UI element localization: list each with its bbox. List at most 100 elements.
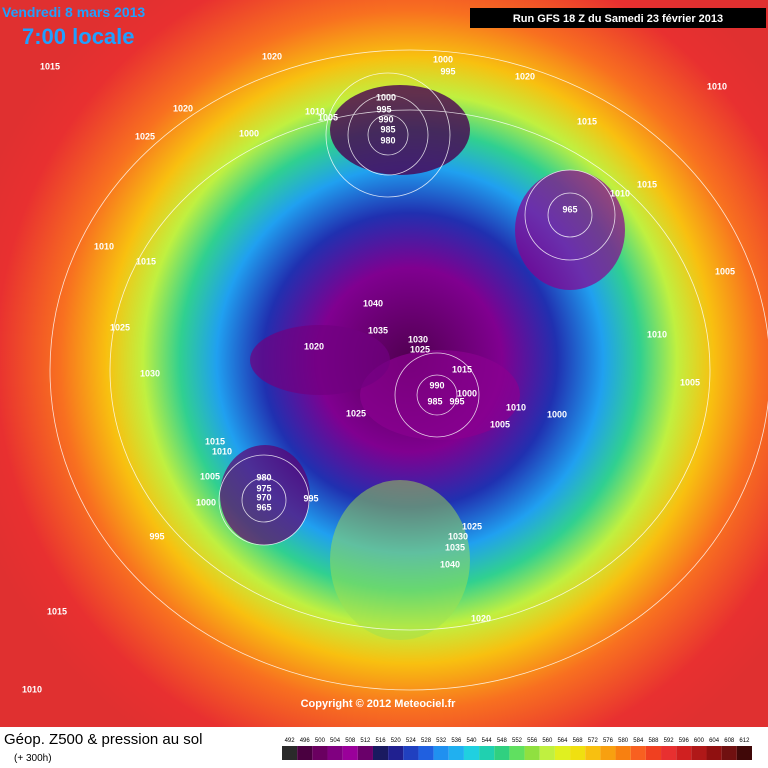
isobar-label: 1000 bbox=[547, 409, 567, 419]
legend-swatch bbox=[600, 746, 616, 760]
legend-swatch bbox=[721, 746, 737, 760]
isobar-label: 995 bbox=[149, 531, 164, 541]
legend-label: 496 bbox=[300, 738, 311, 744]
run-info: Run GFS 18 Z du Samedi 23 février 2013 bbox=[513, 13, 723, 25]
legend-swatch bbox=[372, 746, 389, 760]
isobar-label: 1010 bbox=[94, 241, 114, 251]
isobar-label: 1015 bbox=[47, 606, 67, 616]
isobar-label: 1040 bbox=[363, 298, 383, 308]
legend-label: 536 bbox=[451, 738, 462, 744]
isobar-label: 965 bbox=[562, 204, 577, 214]
isobar-label: 1000 bbox=[457, 388, 477, 398]
isobar-label: 1015 bbox=[136, 256, 156, 266]
legend-swatch bbox=[509, 746, 525, 760]
isobar-label: 1035 bbox=[368, 325, 388, 335]
isobar-label: 970 bbox=[256, 492, 271, 502]
isobar-label: 995 bbox=[440, 66, 455, 76]
legend-label: 588 bbox=[648, 738, 659, 744]
ridge-area bbox=[330, 480, 470, 640]
isobar-label: 985 bbox=[427, 396, 442, 406]
isobar-label: 1010 bbox=[647, 329, 667, 339]
isobar-label: 1015 bbox=[452, 364, 472, 374]
isobar-label: 1020 bbox=[173, 103, 193, 113]
legend-label: 600 bbox=[694, 738, 705, 744]
legend-swatch bbox=[585, 746, 601, 760]
isobar-label: 1025 bbox=[135, 131, 155, 141]
legend-swatch bbox=[615, 746, 631, 760]
legend-swatch bbox=[342, 746, 358, 760]
legend-label: 540 bbox=[467, 738, 478, 744]
legend-swatch bbox=[463, 746, 480, 760]
legend-swatch bbox=[297, 746, 313, 760]
isobar-label: 1005 bbox=[680, 377, 700, 387]
isobar-label: 1000 bbox=[239, 128, 259, 138]
low-area bbox=[330, 85, 470, 175]
isobar-label: 1015 bbox=[40, 61, 60, 71]
legend-label: 572 bbox=[588, 738, 599, 744]
legend-label: 568 bbox=[573, 738, 584, 744]
legend-swatch bbox=[676, 746, 692, 760]
isobar-label: 995 bbox=[303, 493, 318, 503]
legend-label: 512 bbox=[360, 738, 371, 744]
legend-label: 548 bbox=[497, 738, 508, 744]
isobar-label: 1005 bbox=[715, 266, 735, 276]
legend-label: 576 bbox=[603, 738, 614, 744]
isobars bbox=[49, 49, 768, 691]
legend-label: 612 bbox=[739, 738, 750, 744]
isobar-label: 1000 bbox=[196, 497, 216, 507]
isobar-label: 980 bbox=[380, 135, 395, 145]
legend-label: 552 bbox=[512, 738, 523, 744]
time: 7:00 locale bbox=[22, 24, 135, 49]
isobar-label: 985 bbox=[380, 124, 395, 134]
legend-label: 596 bbox=[679, 738, 690, 744]
legend-label: 584 bbox=[633, 738, 644, 744]
isobar-label: 965 bbox=[256, 502, 271, 512]
isobar-label: 1010 bbox=[707, 81, 727, 91]
isobar-label: 1025 bbox=[462, 521, 482, 531]
legend-label: 604 bbox=[709, 738, 720, 744]
legend-label: 520 bbox=[391, 738, 402, 744]
isobar-label: 1030 bbox=[140, 368, 160, 378]
legend-swatch bbox=[312, 746, 328, 760]
isobar-label: 995 bbox=[449, 396, 464, 406]
isobar-label: 1040 bbox=[440, 559, 460, 569]
isobar-label: 1005 bbox=[490, 419, 510, 429]
low-area bbox=[360, 350, 520, 440]
legend-swatch bbox=[539, 746, 555, 760]
isobar-label: 1010 bbox=[212, 446, 232, 456]
legend-label: 544 bbox=[482, 738, 493, 744]
isobar-label: 1025 bbox=[346, 408, 366, 418]
isobar-label: 1015 bbox=[205, 436, 225, 446]
footer-title: Géop. Z500 & pression au sol bbox=[4, 731, 202, 748]
legend-swatch bbox=[327, 746, 343, 760]
legend-label: 492 bbox=[285, 738, 296, 744]
isobar-label: 1015 bbox=[577, 116, 597, 126]
legend-swatch bbox=[524, 746, 540, 760]
legend-label: 556 bbox=[527, 738, 538, 744]
isobar-label: 1020 bbox=[515, 71, 535, 81]
legend-swatch bbox=[403, 746, 419, 760]
legend-swatch bbox=[433, 746, 449, 760]
legend-swatch bbox=[630, 746, 646, 760]
legend-swatch bbox=[554, 746, 571, 760]
legend-swatch bbox=[661, 746, 677, 760]
legend-label: 580 bbox=[618, 738, 629, 744]
legend-label: 560 bbox=[542, 738, 553, 744]
run-box bbox=[470, 8, 766, 28]
isobar-label: 1020 bbox=[471, 613, 491, 623]
isobar-label: 990 bbox=[378, 114, 393, 124]
legend-swatch bbox=[691, 746, 707, 760]
legend-swatch bbox=[448, 746, 464, 760]
isobar-label: 1025 bbox=[110, 322, 130, 332]
legend-label: 532 bbox=[436, 738, 447, 744]
legend-swatch bbox=[706, 746, 722, 760]
isobar-label: 1000 bbox=[433, 54, 453, 64]
legend-label: 516 bbox=[376, 738, 387, 744]
isobar-label: 1000 bbox=[376, 92, 396, 102]
legend-swatch bbox=[494, 746, 510, 760]
isobar-label: 980 bbox=[256, 472, 271, 482]
isobar-label: 1010 bbox=[610, 188, 630, 198]
isobar-label: 995 bbox=[376, 104, 391, 114]
legend-swatch bbox=[736, 746, 752, 760]
